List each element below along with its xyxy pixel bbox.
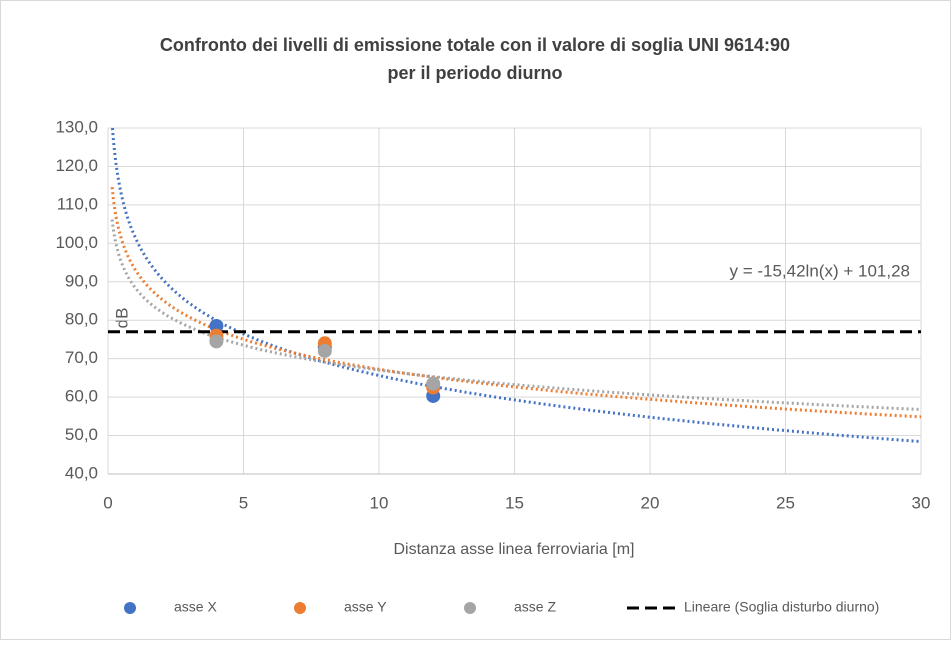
point <box>317 343 332 358</box>
y-tick-label: 90,0 <box>65 271 98 290</box>
point <box>426 376 441 391</box>
y-tick-label: 40,0 <box>65 463 98 482</box>
point <box>209 318 224 333</box>
y-tick-label: 50,0 <box>65 425 98 444</box>
x-tick-label: 25 <box>776 493 795 512</box>
x-tick-label: 15 <box>505 493 524 512</box>
y-tick-label: 130,0 <box>55 117 98 136</box>
trendlines <box>110 128 921 444</box>
chart-title: Confronto dei livelli di emissione total… <box>160 35 790 55</box>
y-tick-label: 70,0 <box>65 348 98 367</box>
legend-label: Lineare (Soglia disturbo diurno) <box>684 599 879 615</box>
legend-label: asse Y <box>344 599 387 615</box>
legend-marker <box>464 602 476 614</box>
y-tick-label: 120,0 <box>55 156 98 175</box>
x-axis-label: Distanza asse linea ferroviaria [m] <box>394 541 635 558</box>
x-tick-label: 0 <box>103 493 112 512</box>
trendline <box>110 219 921 411</box>
legend-label: asse Z <box>514 599 556 615</box>
trendline <box>110 187 921 419</box>
legend-marker <box>294 602 306 614</box>
y-tick-label: 80,0 <box>65 310 98 329</box>
x-tick-label: 5 <box>239 493 248 512</box>
legend-label: asse X <box>174 599 217 615</box>
y-tick-label: 100,0 <box>55 233 98 252</box>
x-tick-label: 20 <box>641 493 660 512</box>
x-tick-label: 10 <box>370 493 389 512</box>
chart-subtitle: per il periodo diurno <box>388 63 563 83</box>
legend-marker <box>124 602 136 614</box>
trendline-equation: y = -15,42ln(x) + 101,28 <box>729 261 910 280</box>
x-tick-label: 30 <box>912 493 931 512</box>
point <box>209 334 224 349</box>
y-tick-label: 60,0 <box>65 387 98 406</box>
y-tick-label: 110,0 <box>57 194 98 213</box>
y-axis-label: dB <box>112 308 131 329</box>
